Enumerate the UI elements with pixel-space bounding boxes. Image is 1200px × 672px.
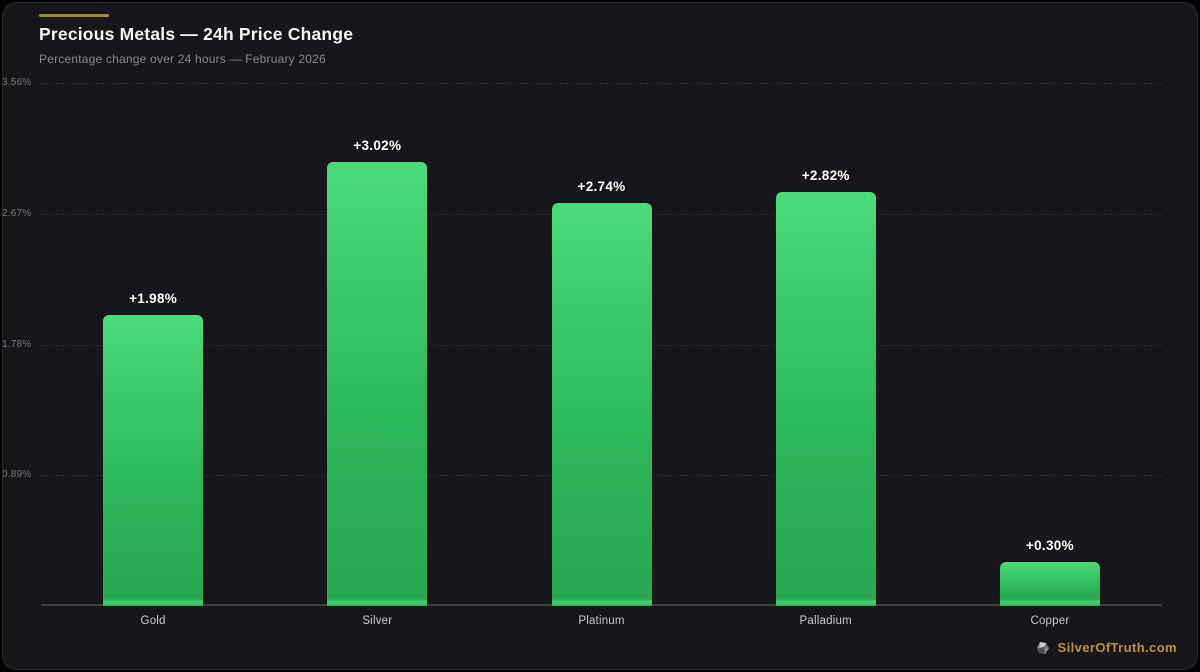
chart-title: Precious Metals — 24h Price Change bbox=[39, 24, 354, 44]
bar-cell-silver: +3.02% bbox=[265, 83, 489, 606]
watermark-link[interactable]: SilverOfTruth.com bbox=[1036, 640, 1178, 655]
y-tick-label-+2.67%: +2.67% bbox=[2, 207, 32, 219]
bar-copper[interactable] bbox=[999, 562, 1100, 606]
y-tick-label-+0.89%: +0.89% bbox=[2, 469, 32, 481]
y-tick-label-+1.78%: +1.78% bbox=[2, 338, 32, 350]
silver-nugget-icon bbox=[1036, 641, 1049, 654]
watermark-label: SilverOfTruth.com bbox=[1057, 640, 1177, 655]
bar-cell-gold: +1.98% bbox=[41, 83, 265, 606]
bar-palladium[interactable] bbox=[775, 192, 876, 606]
category-label-gold: Gold bbox=[140, 615, 166, 627]
bar-cell-platinum: +2.74% bbox=[489, 83, 713, 606]
bars-row: +1.98% +3.02% +2.74% +2.82% +0.30% bbox=[41, 83, 1162, 606]
title-accent-bar bbox=[39, 14, 109, 17]
value-label-silver: +3.02% bbox=[353, 138, 402, 153]
chart-subtitle: Percentage change over 24 hours — Februa… bbox=[39, 52, 326, 66]
value-label-copper: +0.30% bbox=[1025, 538, 1074, 553]
value-label-palladium: +2.82% bbox=[801, 168, 850, 183]
value-label-platinum: +2.74% bbox=[577, 179, 626, 194]
gridline-+3.56% bbox=[41, 83, 1162, 84]
bar-cell-palladium: +2.82% bbox=[714, 83, 938, 606]
category-label-platinum: Platinum bbox=[578, 615, 625, 627]
value-label-gold: +1.98% bbox=[129, 291, 178, 306]
bar-cell-copper: +0.30% bbox=[938, 83, 1162, 606]
plot-area: +1.98% +3.02% +2.74% +2.82% +0.30% bbox=[41, 83, 1162, 606]
y-tick-label-+3.56%: +3.56% bbox=[2, 77, 32, 88]
bar-gold[interactable] bbox=[103, 315, 204, 606]
category-label-palladium: Palladium bbox=[799, 615, 852, 627]
category-label-copper: Copper bbox=[1030, 615, 1070, 627]
category-label-silver: Silver bbox=[362, 615, 393, 627]
bar-silver[interactable] bbox=[327, 162, 428, 606]
x-axis-category-labels: Gold Silver Platinum Palladium Copper bbox=[41, 615, 1162, 627]
bar-platinum[interactable] bbox=[551, 203, 652, 606]
